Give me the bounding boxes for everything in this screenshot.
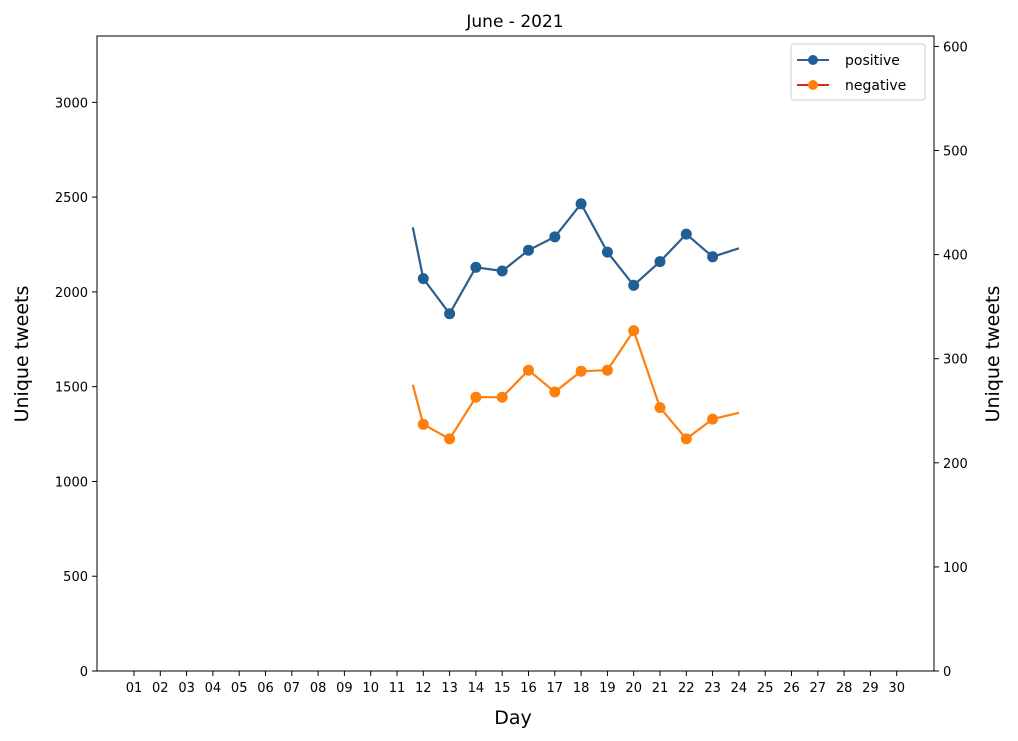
positive-series-line	[411, 202, 740, 315]
x-tick-label: 09	[336, 681, 353, 696]
x-tick-label: 10	[362, 681, 379, 696]
positive-point	[523, 244, 534, 256]
x-tick-label: 01	[126, 681, 143, 696]
negative-point	[549, 386, 561, 398]
positive-point	[417, 273, 429, 285]
x-tick-label: 16	[520, 681, 537, 696]
positive-point	[470, 261, 482, 273]
positive-point	[444, 308, 456, 320]
x-tick-label: 13	[441, 681, 458, 696]
x-axis-ticks: 01 02 03 04 05 06 07 08 09 10 11 12 13 14 15 16 17 18 19 20…	[126, 671, 905, 696]
negative-point	[601, 364, 613, 376]
negative-point	[707, 413, 719, 425]
chart-title: June - 2021	[465, 12, 563, 32]
negative-point	[523, 364, 534, 376]
x-tick-label: 18	[573, 681, 590, 696]
x-tick-label: 21	[652, 681, 669, 696]
x-tick-label: 05	[231, 681, 248, 696]
positive-point	[601, 246, 613, 258]
right-y-tick-label: 100	[943, 561, 968, 576]
x-tick-label: 03	[178, 681, 195, 696]
left-y-tick-label: 3000	[55, 96, 88, 111]
x-tick-label: 23	[704, 681, 721, 696]
x-tick-label: 06	[257, 681, 274, 696]
x-tick-label: 08	[310, 681, 327, 696]
positive-point	[549, 231, 561, 243]
positive-point	[707, 251, 719, 263]
x-tick-label: 11	[389, 681, 406, 696]
x-tick-label: 22	[678, 681, 695, 696]
right-y-tick-label: 600	[943, 40, 968, 55]
positive-point	[496, 265, 508, 277]
x-tick-label: 12	[415, 681, 432, 696]
left-y-axis-ticks: 0 500 1000 1500 2000 2500 3000	[55, 96, 97, 680]
x-tick-label: 20	[625, 681, 642, 696]
left-y-tick-label: 2500	[55, 191, 88, 206]
x-tick-label: 30	[888, 681, 905, 696]
x-tick-label: 29	[862, 681, 879, 696]
negative-series-line	[411, 329, 740, 440]
x-tick-label: 24	[731, 681, 748, 696]
x-tick-label: 25	[757, 681, 774, 696]
x-tick-label: 15	[494, 681, 511, 696]
left-y-tick-label: 500	[63, 570, 88, 585]
positive-point	[680, 228, 692, 240]
x-tick-label: 04	[205, 681, 222, 696]
x-tick-label: 26	[783, 681, 800, 696]
negative-point	[444, 433, 456, 445]
negative-point	[470, 391, 482, 403]
left-y-tick-label: 0	[80, 665, 88, 680]
left-y-tick-label: 1000	[55, 475, 88, 490]
negative-point	[496, 391, 508, 403]
right-y-tick-label: 0	[943, 665, 951, 680]
legend-negative-marker	[808, 80, 818, 90]
left-y-tick-label: 1500	[55, 381, 88, 396]
positive-point	[575, 198, 587, 210]
right-y-axis-ticks: 0 100 200 300 400 500 600	[934, 40, 968, 680]
negative-point	[680, 433, 692, 445]
x-tick-label: 28	[836, 681, 853, 696]
positive-point	[654, 256, 666, 268]
negative-point	[628, 325, 640, 337]
series-layer	[411, 198, 740, 445]
x-tick-label: 19	[599, 681, 616, 696]
negative-point	[575, 365, 587, 377]
negative-point	[417, 418, 429, 430]
negative-point	[654, 402, 666, 414]
legend-positive-label: positive	[845, 53, 900, 69]
legend: positive negative	[790, 43, 926, 101]
x-tick-label: 17	[547, 681, 564, 696]
x-tick-label: 07	[284, 681, 301, 696]
positive-point	[628, 279, 640, 291]
right-y-tick-label: 300	[943, 353, 968, 368]
right-y-tick-label: 200	[943, 457, 968, 472]
left-y-axis-title: Unique tweets	[11, 286, 33, 423]
right-y-tick-label: 500	[943, 145, 968, 160]
legend-negative-label: negative	[845, 78, 906, 94]
x-tick-label: 02	[152, 681, 169, 696]
right-y-axis-title: Unique tweets	[982, 286, 1004, 423]
x-axis-title: Day	[494, 707, 532, 729]
x-tick-label: 14	[468, 681, 485, 696]
plot-frame	[96, 35, 935, 672]
left-y-tick-label: 2000	[55, 286, 88, 301]
legend-positive-marker	[808, 55, 818, 65]
x-tick-label: 27	[810, 681, 827, 696]
right-y-tick-label: 400	[943, 249, 968, 264]
